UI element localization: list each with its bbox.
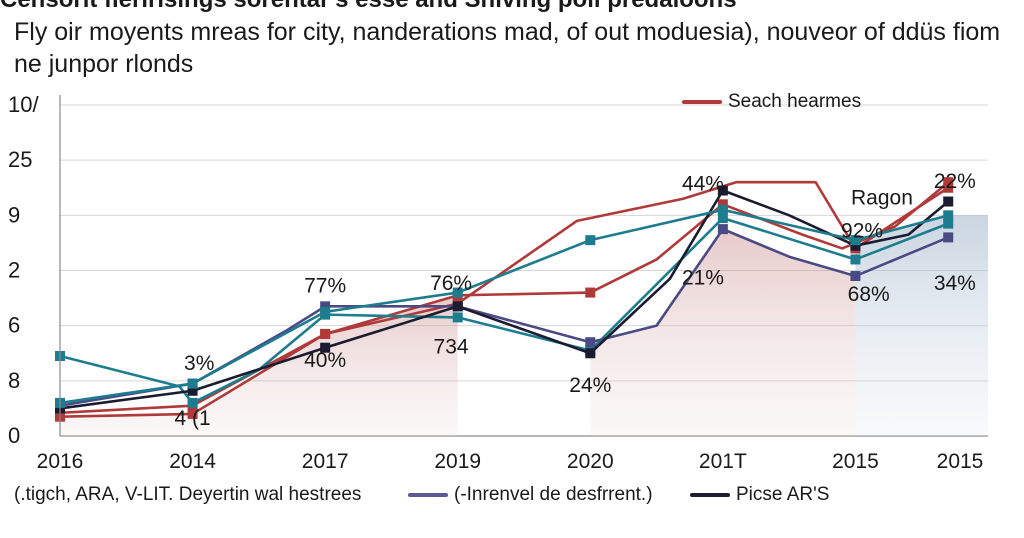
series-2-point: [585, 287, 596, 298]
subtitle-line-2: ne junpor rlonds: [14, 50, 194, 78]
y-tick-label: 25: [8, 147, 32, 172]
x-tick-label: 201T: [699, 450, 747, 473]
data-label: 21%: [682, 266, 724, 289]
series-4-point: [943, 232, 954, 243]
series-5-point: [452, 301, 463, 312]
series-4-point: [585, 337, 596, 348]
data-label: 77%: [304, 275, 346, 298]
area-fill-middle: [590, 229, 856, 436]
data-label: 734: [434, 335, 469, 358]
legend-item-2-label: (-Inrenvel de desfrrent.): [454, 484, 653, 505]
data-label: 76%: [430, 272, 472, 295]
series-2-point: [717, 199, 728, 210]
series-line-6: [59, 208, 949, 405]
series-6-point: [850, 235, 861, 246]
series-layer: [55, 177, 954, 422]
y-tick-label: 0: [8, 423, 20, 448]
y-tick-label: 2: [8, 258, 20, 283]
legend-item-3-swatch: [690, 493, 730, 497]
y-tick-label: 9: [8, 202, 20, 227]
series-4-point: [717, 224, 728, 235]
area-fill-left: [60, 295, 458, 436]
chart-title-cropped: Censorit fleririsings sorentar's esse an…: [0, 0, 1024, 14]
series-2-point: [187, 408, 198, 419]
legend-top-swatch: [682, 100, 722, 104]
data-label: 22%: [934, 170, 976, 193]
legend-item-2-swatch: [408, 493, 448, 497]
series-6-point: [320, 306, 331, 317]
series-5-point: [850, 240, 861, 251]
legend-item-3-label: Picse AR'S: [736, 484, 830, 505]
x-tick-label: 2014: [169, 450, 216, 473]
subtitle-line-1: Fly oir moyents mreas for city, nanderat…: [14, 18, 1001, 46]
x-tick-label: 2015: [832, 450, 879, 473]
legend-item-1: (.tigch, ARA, V-LIT. Deyertin wal hestre…: [14, 484, 361, 506]
legend-bottom: (.tigch, ARA, V-LIT. Deyertin wal hestre…: [0, 484, 1024, 514]
chart-subtitle: Fly oir moyents mreas for city, nanderat…: [14, 16, 1014, 80]
x-tick-label: 2015: [937, 450, 984, 473]
area-layer: [60, 215, 988, 436]
x-tick-label: 2019: [434, 450, 481, 473]
data-label: 44%: [682, 173, 724, 196]
series-2-point: [943, 177, 954, 188]
legend-top-label: Seach hearmes: [728, 91, 862, 112]
series-2-point: [320, 328, 331, 339]
area-fill-right: [855, 215, 988, 436]
data-label: 34%: [934, 272, 976, 295]
legend-item-1-label: (.tigch, ARA, V-LIT. Deyertin wal hestre…: [14, 484, 362, 505]
series-5-point: [320, 342, 331, 353]
data-label: Ragon: [851, 186, 913, 209]
series-6-point: [943, 210, 954, 221]
series-3-point: [452, 312, 463, 323]
series-3-point: [187, 397, 198, 408]
series-line-5: [59, 189, 950, 410]
legend-item-2: (-Inrenvel de desfrrent.): [408, 484, 653, 506]
series-4-point: [850, 271, 861, 282]
series-5-point: [585, 348, 596, 359]
y-tick-label: 8: [8, 368, 20, 393]
series-6-point: [452, 287, 463, 298]
series-3-point: [717, 213, 728, 224]
series-6-point: [585, 235, 596, 246]
data-label: 68%: [848, 283, 890, 306]
series-4-point: [320, 301, 331, 312]
x-tick-label: 2020: [567, 450, 614, 473]
data-label: 40%: [304, 349, 346, 372]
axis-layer: 0 8 6 2 9 25 10/2016 2014 2017 2019 2020 201T 2015 20…: [8, 92, 983, 473]
series-6-point: [717, 204, 728, 215]
data-label: 3%: [184, 352, 214, 375]
series-3-point: [850, 254, 861, 265]
series-3-point: [943, 218, 954, 229]
data-label-layer: 3% 4 (1 77% 40% 76% 734 24% 44% 21% Ragon 92% 68% 22…: [174, 170, 975, 430]
data-label: 92%: [841, 219, 883, 242]
legend-item-3: Picse AR'S: [690, 484, 829, 506]
legend-top: Seach hearmes: [682, 91, 861, 113]
x-tick-label: 2016: [37, 450, 84, 473]
series-5-point: [187, 385, 198, 396]
data-label: 4 (1: [174, 407, 210, 430]
series-5-point: [717, 185, 728, 196]
x-tick-label: 2017: [302, 450, 349, 473]
series-1-point: [943, 182, 954, 193]
data-label: 24%: [569, 374, 611, 397]
series-6-point: [187, 378, 198, 389]
series-5-point: [943, 196, 954, 207]
y-tick-label: 6: [8, 313, 20, 338]
y-tick-label: 10/: [8, 92, 39, 117]
